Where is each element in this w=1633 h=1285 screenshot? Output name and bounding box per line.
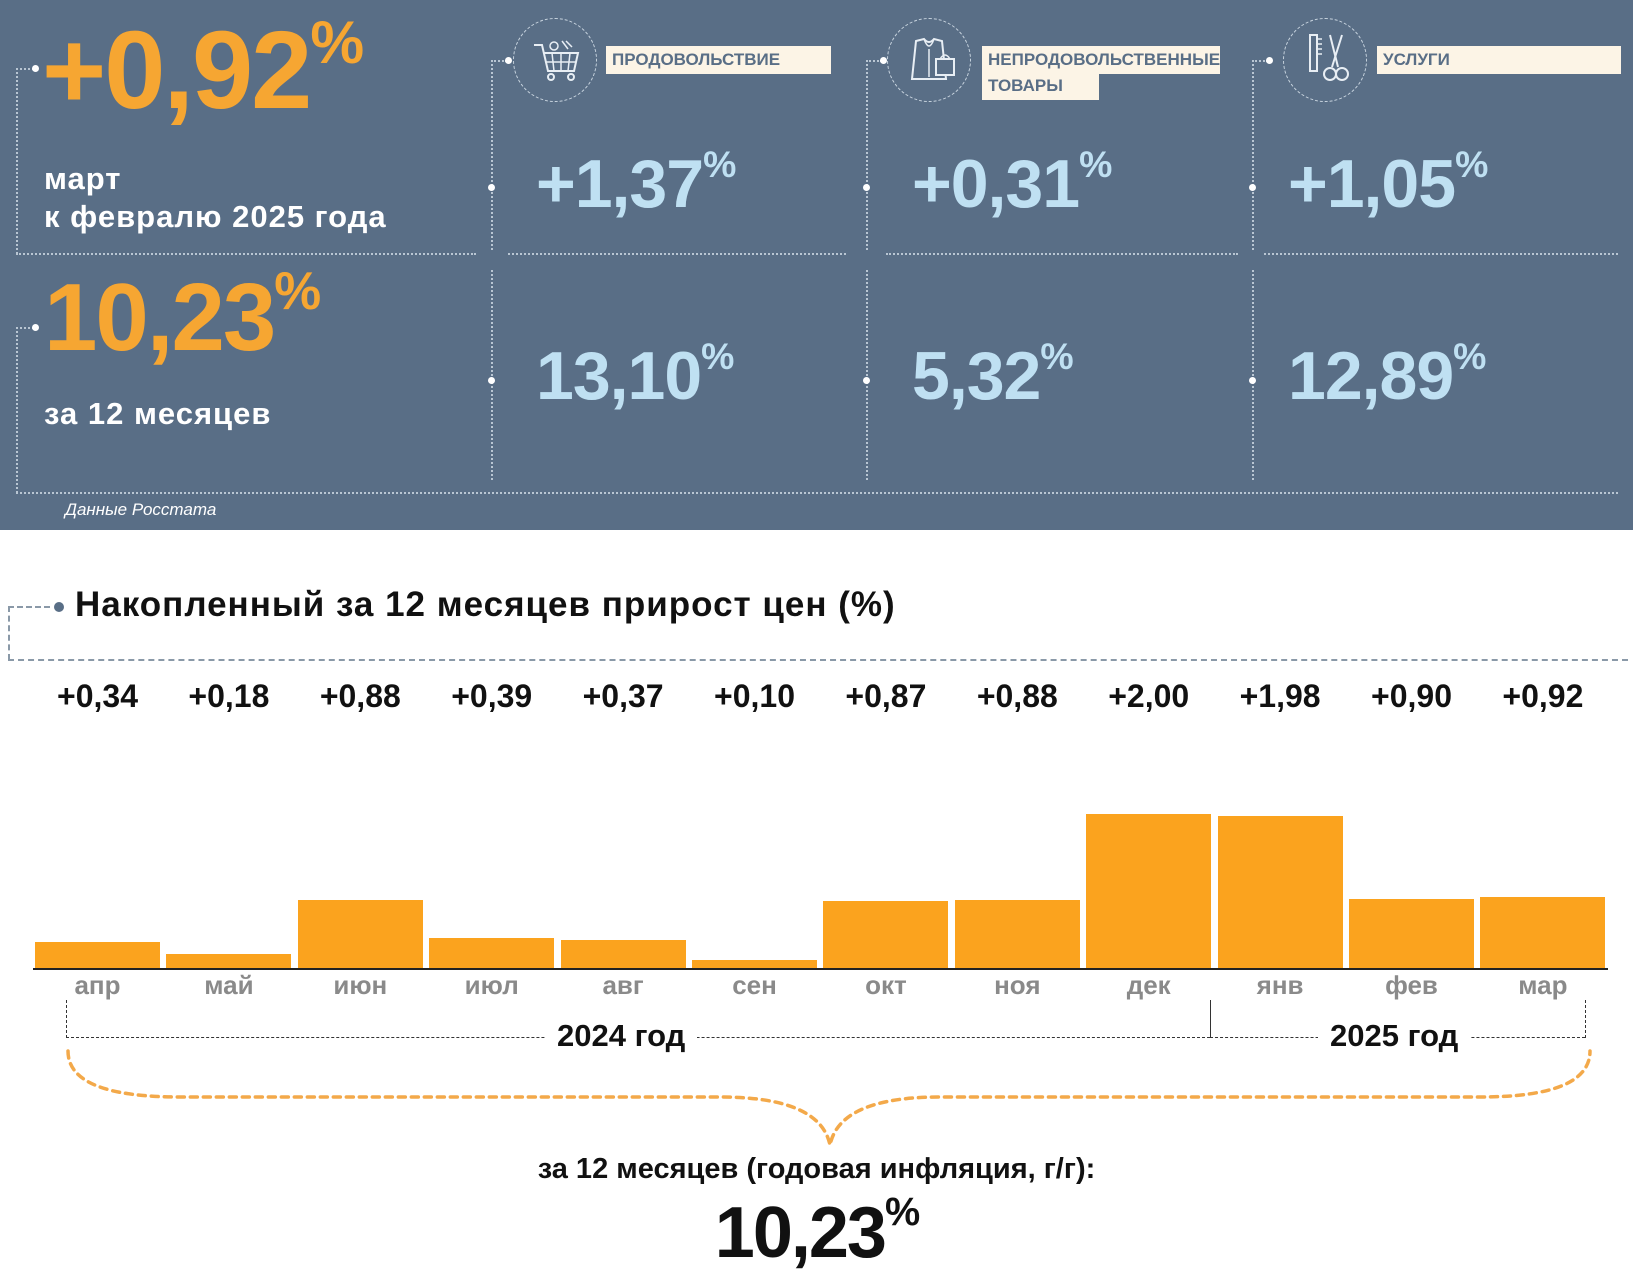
bar-май <box>166 954 292 968</box>
bar-мар <box>1480 897 1606 968</box>
column-divider <box>866 270 868 480</box>
value-label-янв: +1,98 <box>1239 678 1321 714</box>
connector-dot <box>880 57 887 64</box>
summary-panel: +0,92% март к февралю 2025 года 10,23% з… <box>0 0 1633 530</box>
frame-line <box>491 60 507 62</box>
connector-dot <box>32 324 39 331</box>
frame-line <box>886 253 1238 255</box>
value-label-июн: +0,88 <box>319 678 401 714</box>
bar-апр <box>35 941 160 968</box>
bar-ноя <box>954 900 1080 968</box>
services-annual-value: 12,89% <box>1288 335 1487 414</box>
month-label-апр: апр <box>74 970 121 1000</box>
frame-line <box>16 492 1618 494</box>
scissors-comb-icon <box>1283 18 1367 102</box>
bar-янв <box>1217 815 1343 968</box>
bar-дек <box>1086 814 1212 968</box>
column-divider <box>1252 270 1254 480</box>
title-bullet <box>54 602 64 612</box>
frame-line <box>508 253 846 255</box>
title-underline <box>8 659 1628 661</box>
value-label-мар: +0,92 <box>1502 678 1584 714</box>
bar-июл <box>429 937 555 968</box>
category-label-food: ПРОДОВОЛЬСТВИЕ <box>606 46 831 74</box>
year-bracket <box>1585 1000 1586 1038</box>
connector-dot <box>863 184 870 191</box>
month-label-мар: мар <box>1518 970 1568 1000</box>
month-label-дек: дек <box>1126 970 1171 1000</box>
month-label-окт: окт <box>865 970 907 1000</box>
bar-окт <box>823 901 949 968</box>
value-label-дек: +2,00 <box>1108 678 1190 714</box>
month-label-авг: авг <box>602 970 644 1000</box>
shopping-cart-icon <box>513 18 597 102</box>
annual-summary-value: 10,23% <box>714 1190 920 1273</box>
connector-dot <box>1266 57 1273 64</box>
frame-line <box>16 327 34 329</box>
bar-авг <box>560 939 686 968</box>
month-label-ноя: ноя <box>994 970 1041 1000</box>
food-monthly-value: +1,37% <box>536 143 737 222</box>
category-label-nonfood-line2: ТОВАРЫ <box>982 72 1099 100</box>
title-connector <box>8 606 50 608</box>
annual-brace <box>66 1049 1592 1146</box>
frame-line <box>16 68 18 254</box>
services-monthly-value: +1,05% <box>1288 143 1489 222</box>
column-divider <box>491 60 493 250</box>
annual-inflation-value: 10,23% <box>44 262 322 371</box>
frame-line <box>16 327 18 493</box>
month-label-июн: июн <box>333 970 388 1000</box>
category-label-services: УСЛУГИ <box>1377 46 1621 74</box>
frame-line <box>16 253 476 255</box>
year-label-2024: 2024 год <box>545 1018 698 1054</box>
column-divider <box>491 270 493 480</box>
title-connector <box>8 606 10 660</box>
year-bracket <box>66 1000 67 1038</box>
x-axis-line <box>33 968 1608 970</box>
value-label-окт: +0,87 <box>845 678 927 714</box>
value-label-ноя: +0,88 <box>976 678 1058 714</box>
bar-июн <box>297 900 423 968</box>
value-label-апр: +0,34 <box>57 678 138 714</box>
value-label-июл: +0,39 <box>451 678 533 714</box>
connector-dot <box>1249 377 1256 384</box>
month-label-сен: сен <box>732 970 777 1000</box>
monthly-period-label: март к февралю 2025 года <box>44 161 387 234</box>
value-label-сен: +0,10 <box>714 678 795 714</box>
connector-dot <box>32 65 39 72</box>
frame-line <box>866 60 882 62</box>
clothing-bag-icon <box>887 18 971 102</box>
month-label-июл: июл <box>464 970 519 1000</box>
month-label-май: май <box>204 970 254 1000</box>
connector-dot <box>488 377 495 384</box>
frame-line <box>1264 253 1618 255</box>
annual-summary-label: за 12 месяцев (годовая инфляция, г/г): <box>537 1153 1096 1185</box>
monthly-inflation-value: +0,92% <box>42 8 365 132</box>
bar-фев <box>1349 898 1474 968</box>
connector-dot <box>488 184 495 191</box>
food-annual-value: 13,10% <box>536 335 735 414</box>
month-label-фев: фев <box>1385 970 1438 1000</box>
year-label-2025: 2025 год <box>1318 1018 1471 1054</box>
chart-title: Накопленный за 12 месяцев прирост цен (%… <box>75 585 896 624</box>
connector-dot <box>505 57 512 64</box>
value-label-фев: +0,90 <box>1371 678 1452 714</box>
bar-сен <box>692 960 817 968</box>
connector-dot <box>863 377 870 384</box>
month-label-янв: янв <box>1256 970 1304 1000</box>
value-label-май: +0,18 <box>188 678 270 714</box>
column-divider <box>866 60 868 250</box>
frame-line <box>1252 60 1268 62</box>
category-label-nonfood: НЕПРОДОВОЛЬСТВЕННЫЕ <box>982 46 1220 74</box>
data-source-note: Данные Росстата <box>65 500 217 519</box>
column-divider <box>1252 60 1254 250</box>
year-divider <box>1210 1000 1211 1038</box>
nonfood-monthly-value: +0,31% <box>912 143 1113 222</box>
frame-line <box>16 68 34 70</box>
value-label-авг: +0,37 <box>582 678 664 714</box>
connector-dot <box>1249 184 1256 191</box>
annual-period-label: за 12 месяцев <box>44 396 272 431</box>
nonfood-annual-value: 5,32% <box>912 335 1074 414</box>
